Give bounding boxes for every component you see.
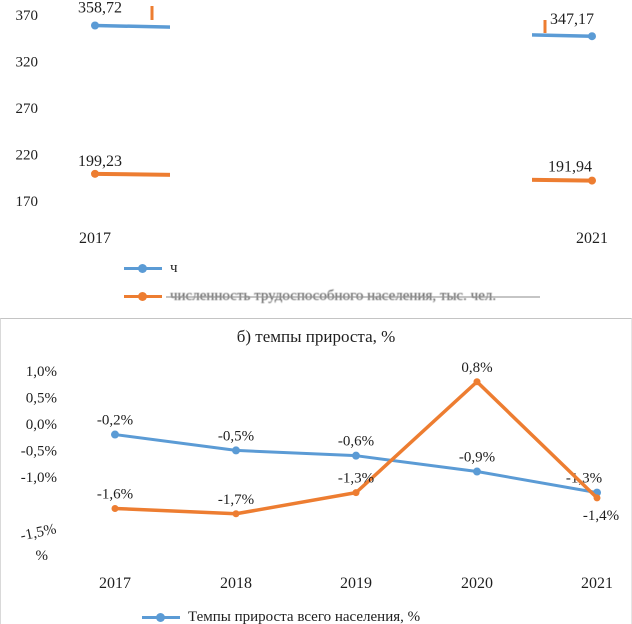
x-tick-label: 2019 [340, 575, 372, 592]
erased-region [170, 0, 532, 216]
data-point-marker [588, 32, 596, 41]
chart-a-plot: 370 320 270 220 170 2017 2021 358,72 347,17 199,2… [16, 0, 608, 247]
data-label: -0,6% [338, 434, 374, 450]
data-label: -1,7% [218, 492, 254, 508]
data-point-marker [111, 430, 119, 439]
data-point-marker [473, 378, 481, 386]
legend-b-item-growth-rate: Темпы прироста всего населения, % [142, 609, 420, 624]
data-point-marker [352, 489, 360, 497]
legend-marker-icon [138, 292, 147, 301]
data-point-marker [588, 176, 596, 185]
data-point-marker [232, 510, 240, 518]
data-point-marker [473, 467, 481, 476]
legend-b-label-1: Темпы прироста всего населения, % [188, 609, 421, 624]
x-tick-label: 2020 [461, 575, 493, 592]
legend-line-blue [142, 613, 180, 622]
chart-b-plot: 1,0% 0,5% 0,0% -0,5% -1,0% -1,5%% 2017 2018 2019… [19, 360, 619, 592]
y-tick-label: -0,5% [21, 443, 57, 459]
legend-a-item-working-age: численность трудоспособного населения, т… [124, 288, 496, 305]
y-tick-label: 0,0% [26, 417, 57, 433]
data-label: -0,9% [459, 450, 495, 466]
data-label: -0,5% [218, 428, 254, 444]
data-point-marker [91, 169, 99, 178]
legend-line-blue [124, 264, 162, 273]
y-tick-label: 370 [16, 8, 39, 24]
x-tick-label: 2021 [581, 575, 613, 592]
data-label: 199,23 [78, 153, 122, 170]
x-tick-label: 2018 [220, 575, 252, 592]
y-tick-label: -1,5% [19, 521, 58, 544]
x-tick-label: 2021 [576, 230, 608, 247]
data-label: 0,8% [461, 360, 492, 376]
legend-marker-icon [156, 613, 165, 622]
data-label: 191,94 [548, 159, 592, 176]
x-tick-label: 2017 [79, 230, 111, 247]
data-point-marker [111, 504, 119, 512]
y-tick-label: 0,5% [26, 391, 57, 407]
y-tick-label: 1,0% [26, 364, 57, 380]
data-label: -1,4% [583, 508, 619, 524]
data-label: 358,72 [78, 0, 122, 16]
chart-b-title: б) темпы прироста, % [236, 327, 396, 346]
data-label: 347,17 [550, 11, 594, 28]
legend-a-item-population-total: ч [124, 260, 178, 277]
data-point-marker [232, 446, 240, 455]
legend-marker-icon [138, 264, 147, 273]
data-label: -0,2% [97, 413, 133, 429]
data-point-marker [91, 21, 99, 30]
y-tick-label: -1,0% [21, 470, 57, 486]
legend-a-label-1: ч [170, 260, 178, 276]
y-tick-label: 220 [16, 148, 39, 164]
legend-line-orange [124, 292, 162, 301]
y-tick-label: 270 [16, 101, 39, 117]
data-point-marker [593, 494, 601, 502]
y-tick-label: 320 [16, 55, 39, 71]
data-label: -1,6% [97, 486, 133, 502]
x-tick-label: 2017 [99, 575, 131, 592]
legend-a-label-2: численность трудоспособного населения, т… [170, 288, 497, 304]
data-point-marker [352, 451, 360, 460]
y-tick-label: 170 [16, 194, 39, 210]
y-tick-label: % [36, 548, 49, 564]
data-label: -1,3% [338, 471, 374, 487]
